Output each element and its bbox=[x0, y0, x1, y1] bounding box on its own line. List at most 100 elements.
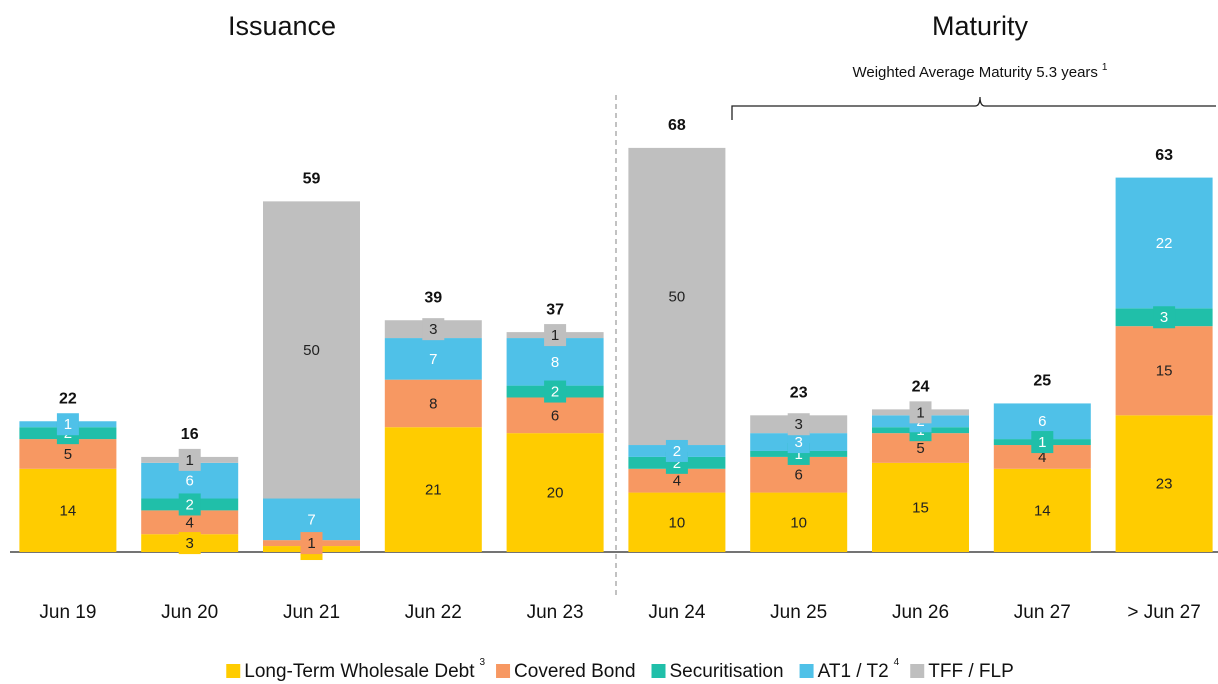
segment-label: 2 bbox=[551, 384, 559, 401]
bar-segment bbox=[1115, 415, 1213, 552]
segment-label: 14 bbox=[1034, 502, 1051, 519]
bar-segment bbox=[628, 147, 726, 446]
x-tick-label: Jun 26 bbox=[892, 602, 949, 623]
bar-segment bbox=[506, 433, 604, 552]
bar-segment bbox=[384, 338, 482, 380]
segment-label: 3 bbox=[429, 321, 437, 338]
segment-badge bbox=[787, 413, 810, 436]
total-label: 68 bbox=[668, 117, 686, 134]
segment-label: 5 bbox=[916, 440, 924, 457]
bar-segment bbox=[506, 397, 604, 434]
segment-badge bbox=[544, 324, 567, 347]
segment-label: 21 bbox=[425, 482, 442, 499]
bar-segment bbox=[750, 492, 848, 552]
issuance-title: Issuance bbox=[228, 11, 336, 41]
segment-badge bbox=[178, 532, 201, 555]
bar-segment bbox=[1115, 177, 1213, 309]
bar-segment bbox=[628, 468, 726, 493]
segment-label: 22 bbox=[1156, 235, 1173, 252]
legend-swatch bbox=[799, 664, 814, 678]
segment-label: 8 bbox=[429, 395, 437, 412]
legend-footnote: 4 bbox=[894, 657, 900, 668]
legend-label: TFF / FLP bbox=[928, 661, 1014, 682]
segment-label: 4 bbox=[1038, 449, 1046, 466]
maturity-title: Maturity bbox=[932, 11, 1029, 41]
segment-label: 20 bbox=[547, 485, 564, 502]
segment-label: 2 bbox=[186, 496, 194, 513]
legend-swatch bbox=[910, 664, 925, 678]
x-tick-label: Jun 21 bbox=[283, 602, 340, 623]
segment-label: 10 bbox=[669, 514, 686, 531]
bar-segment bbox=[384, 379, 482, 428]
legend-swatch bbox=[496, 664, 511, 678]
total-label: 59 bbox=[303, 171, 321, 188]
segment-label: 6 bbox=[1038, 413, 1046, 430]
legend-label: AT1 / T2 4 bbox=[818, 657, 900, 682]
segment-badge bbox=[544, 380, 567, 403]
legend: Long-Term Wholesale Debt 3 Covered Bond Sec… bbox=[226, 657, 1014, 682]
segment-badge bbox=[787, 431, 810, 454]
segment-label: 50 bbox=[669, 288, 686, 305]
x-tick-label: Jun 23 bbox=[527, 602, 584, 623]
maturity-bracket bbox=[731, 96, 1216, 120]
segment-badge bbox=[178, 493, 201, 516]
segment-label: 10 bbox=[790, 514, 807, 531]
total-label: 16 bbox=[181, 426, 199, 443]
segment-label: 1 bbox=[186, 452, 194, 469]
segment-badge bbox=[422, 318, 445, 341]
legend-name: Securitisation bbox=[670, 661, 784, 682]
total-label: 25 bbox=[1033, 373, 1051, 390]
x-tick-label: Jun 20 bbox=[161, 602, 218, 623]
segment-label: 7 bbox=[429, 351, 437, 368]
segment-badge bbox=[665, 439, 688, 462]
segment-badge bbox=[178, 448, 201, 471]
legend-name: Covered Bond bbox=[514, 661, 635, 682]
segment-label: 1 bbox=[1038, 434, 1046, 451]
total-label: 63 bbox=[1155, 147, 1173, 164]
segment-badge bbox=[1153, 306, 1176, 329]
segment-label: 6 bbox=[186, 473, 194, 490]
legend-label: Long-Term Wholesale Debt 3 bbox=[244, 657, 485, 682]
legend-footnote: 3 bbox=[479, 657, 485, 668]
segment-label: 1 bbox=[307, 535, 315, 552]
segment-label: 7 bbox=[307, 511, 315, 528]
x-tick-label: Jun 24 bbox=[648, 602, 705, 623]
annotation: Weighted Average Maturity 5.3 years 1 bbox=[853, 62, 1108, 81]
legend-name: TFF / FLP bbox=[928, 661, 1014, 682]
total-label: 24 bbox=[912, 379, 930, 396]
segment-label: 6 bbox=[795, 467, 803, 484]
segment-label: 14 bbox=[60, 502, 77, 519]
total-label: 37 bbox=[546, 301, 564, 318]
x-tick-label: Jun 19 bbox=[39, 602, 96, 623]
legend-swatch bbox=[226, 664, 241, 678]
segment-badge bbox=[909, 401, 932, 424]
total-label: 39 bbox=[424, 289, 442, 306]
segment-label: 1 bbox=[64, 416, 72, 433]
segment-label: 15 bbox=[912, 499, 929, 516]
segment-badge bbox=[1031, 431, 1054, 454]
bar-segment bbox=[628, 492, 726, 552]
bar-segment bbox=[993, 468, 1091, 552]
legend-name: AT1 / T2 bbox=[818, 661, 889, 682]
total-label: 22 bbox=[59, 390, 77, 407]
bar-segment bbox=[19, 468, 117, 552]
x-tick-label: Jun 25 bbox=[770, 602, 827, 623]
segment-label: 1 bbox=[916, 404, 924, 421]
segment-label: 3 bbox=[795, 434, 803, 451]
bar-segment bbox=[993, 445, 1091, 469]
segment-label: 50 bbox=[303, 342, 320, 359]
bar-segment bbox=[384, 427, 482, 552]
legend-swatch bbox=[651, 664, 666, 678]
total-label: 23 bbox=[790, 385, 808, 402]
segment-label: 3 bbox=[186, 535, 194, 552]
x-tick-label: Jun 27 bbox=[1014, 602, 1071, 623]
segment-label: 6 bbox=[551, 407, 559, 424]
segment-label: 3 bbox=[1160, 309, 1168, 326]
segment-label: 5 bbox=[64, 446, 72, 463]
segment-badge bbox=[300, 532, 323, 555]
segment-label: 3 bbox=[795, 416, 803, 433]
annotation-text: Weighted Average Maturity 5.3 years bbox=[853, 64, 1098, 81]
segment-label: 15 bbox=[1156, 363, 1173, 380]
segment-label: 4 bbox=[186, 514, 194, 531]
